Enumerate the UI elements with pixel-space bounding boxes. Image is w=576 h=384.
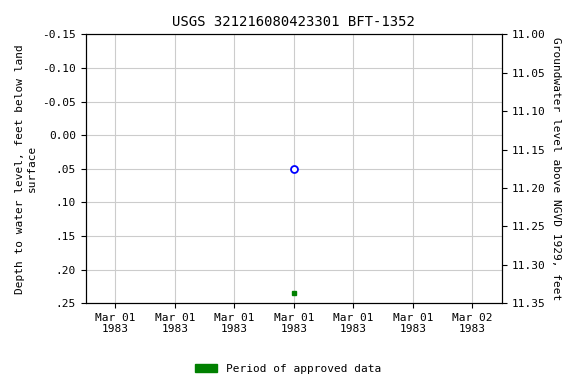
Y-axis label: Groundwater level above NGVD 1929, feet: Groundwater level above NGVD 1929, feet bbox=[551, 37, 561, 300]
Title: USGS 321216080423301 BFT-1352: USGS 321216080423301 BFT-1352 bbox=[172, 15, 415, 29]
Y-axis label: Depth to water level, feet below land
surface: Depth to water level, feet below land su… bbox=[15, 44, 37, 294]
Legend: Period of approved data: Period of approved data bbox=[191, 359, 385, 379]
